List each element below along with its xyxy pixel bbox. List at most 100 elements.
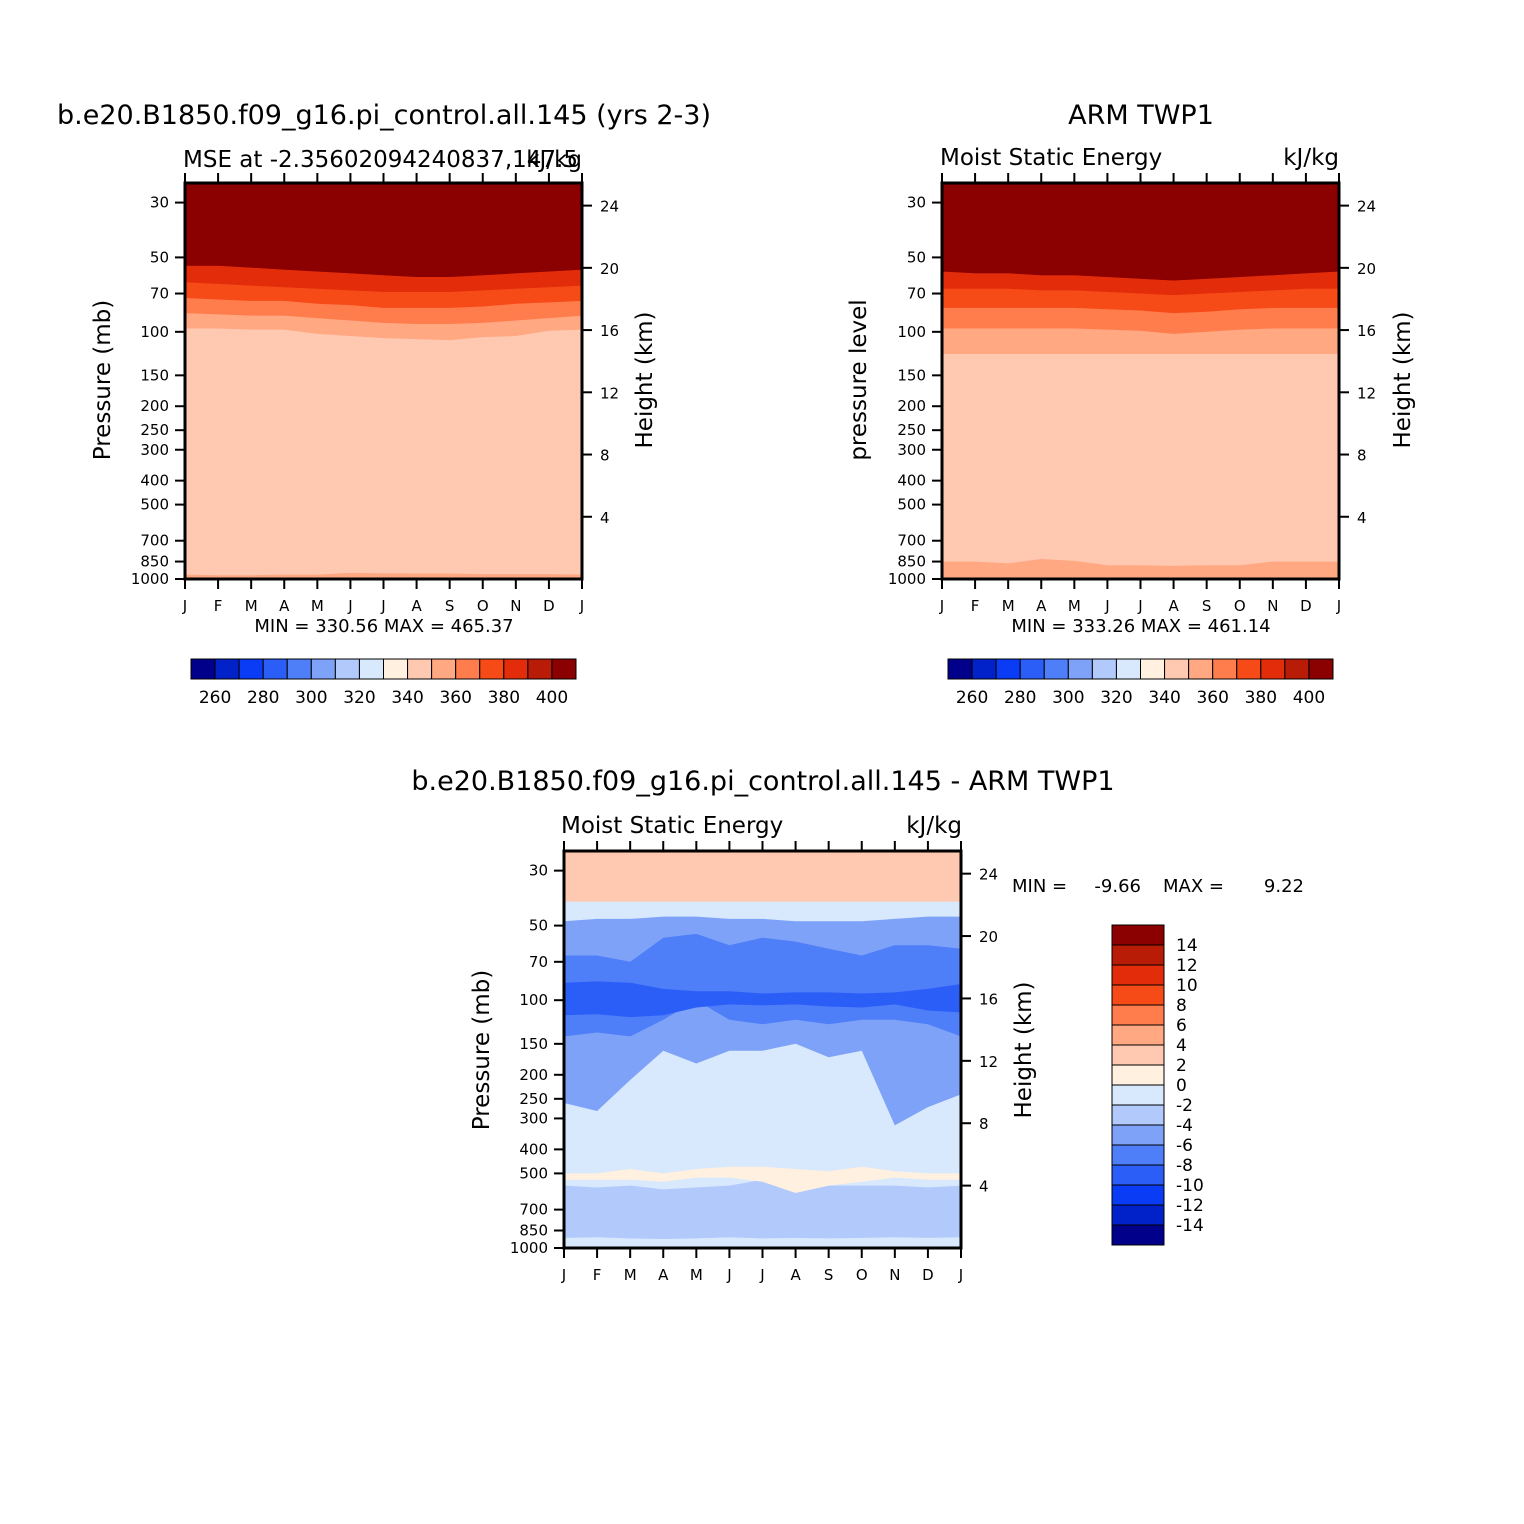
month-tick-label: M	[245, 597, 258, 615]
pressure-tick-label: 300	[519, 1109, 548, 1127]
colorbar-label: 10	[1176, 976, 1198, 996]
colorbar-swatch	[1284, 658, 1310, 680]
month-tick-label: J	[958, 1266, 963, 1284]
pressure-tick-label: 250	[519, 1090, 548, 1108]
pressure-tick-label: 70	[529, 953, 548, 971]
panel-diff-max-label: MAX =	[1163, 876, 1224, 897]
month-tick-label: J	[1336, 597, 1341, 615]
colorbar-swatch	[190, 658, 216, 680]
colorbar-label: -10	[1176, 1176, 1204, 1196]
month-tick-label: D	[1300, 597, 1312, 615]
colorbar-label: 400	[536, 688, 568, 708]
pressure-tick-label: 100	[140, 323, 169, 341]
contour-band-400	[942, 183, 1339, 281]
colorbar-label: 400	[1293, 688, 1325, 708]
colorbar-swatch	[1043, 658, 1069, 680]
colorbar-label: 6	[1176, 1016, 1187, 1036]
colorbar-label: 340	[1148, 688, 1180, 708]
colorbar-label: -4	[1176, 1116, 1193, 1136]
pressure-tick-label: 850	[519, 1222, 548, 1240]
pressure-tick-label: 100	[519, 991, 548, 1009]
colorbar-swatch	[1164, 658, 1190, 680]
month-tick-label: A	[658, 1266, 669, 1284]
colorbar-label: 300	[295, 688, 327, 708]
colorbar-swatch	[1115, 658, 1141, 680]
colorbar-swatch	[1111, 964, 1165, 986]
panel-diff-max-value: 9.22	[1264, 876, 1304, 897]
pressure-tick-label: 70	[150, 285, 169, 303]
contour-field	[564, 851, 961, 1248]
pressure-tick-label: 150	[897, 366, 926, 384]
panel-obs-left-string: Moist Static Energy	[940, 145, 1162, 171]
colorbar-swatch	[1111, 1104, 1165, 1126]
colorbar-swatch	[947, 658, 973, 680]
height-tick-label: 12	[600, 384, 619, 402]
height-tick-label: 4	[1357, 509, 1367, 527]
panel-model-ylabel: Pressure (mb)	[90, 300, 116, 460]
height-tick-label: 16	[1357, 322, 1376, 340]
height-tick-label: 12	[979, 1053, 998, 1071]
colorbar-label: 320	[1100, 688, 1132, 708]
pressure-tick-label: 50	[907, 248, 926, 266]
pressure-tick-label: 250	[140, 421, 169, 439]
colorbar-swatch	[1111, 1004, 1165, 1026]
contour-band-7	[564, 1166, 961, 1193]
colorbar-swatch	[1111, 984, 1165, 1006]
month-tick-label: J	[347, 597, 352, 615]
colorbar-swatch	[1111, 1084, 1165, 1106]
colorbar-label: -12	[1176, 1196, 1204, 1216]
panel-diff-y2label: Height (km)	[1011, 981, 1037, 1118]
height-tick-label: 24	[979, 866, 998, 884]
contour-field	[942, 183, 1339, 579]
month-tick-label: J	[759, 1266, 764, 1284]
colorbar-swatch	[238, 658, 264, 680]
panel-diff-left-string: Moist Static Energy	[561, 813, 783, 839]
contour-field	[185, 183, 582, 579]
colorbar-swatch	[1111, 944, 1165, 966]
height-tick-label: 20	[1357, 260, 1376, 278]
pressure-tick-label: 70	[907, 285, 926, 303]
colorbar-label: 280	[247, 688, 279, 708]
pressure-tick-label: 500	[140, 496, 169, 514]
contour-band-5	[564, 981, 961, 1018]
month-tick-label: F	[593, 1266, 602, 1284]
colorbar-swatch	[1111, 1124, 1165, 1146]
colorbar-label: 8	[1176, 996, 1187, 1016]
panel-obs-ylabel: pressure level	[846, 299, 872, 460]
colorbar-swatch	[1140, 658, 1166, 680]
month-tick-label: N	[1267, 597, 1278, 615]
pressure-tick-label: 1000	[510, 1239, 548, 1257]
height-tick-label: 20	[600, 260, 619, 278]
pressure-tick-label: 700	[519, 1201, 548, 1219]
height-tick-label: 8	[600, 447, 610, 465]
colorbar-swatch	[1111, 1064, 1165, 1086]
panel-model-stats: MIN = 330.56 MAX = 465.37	[254, 616, 513, 637]
pressure-tick-label: 700	[897, 532, 926, 550]
month-tick-label: A	[411, 597, 422, 615]
panel-model-y2label: Height (km)	[632, 311, 658, 448]
colorbar-swatch	[1212, 658, 1238, 680]
pressure-tick-label: 400	[140, 472, 169, 490]
colorbar-label: 4	[1176, 1036, 1187, 1056]
panel-diff-units: kJ/kg	[906, 813, 962, 839]
height-tick-label: 16	[600, 322, 619, 340]
panel-obs-units: kJ/kg	[1283, 145, 1339, 171]
panel-diff-min-value: -9.66	[1094, 876, 1141, 897]
colorbar-swatch	[1111, 1024, 1165, 1046]
panel-diff-ylabel: Pressure (mb)	[469, 970, 495, 1130]
colorbar-swatch	[1111, 1204, 1165, 1226]
pressure-tick-label: 300	[897, 441, 926, 459]
month-tick-label: D	[543, 597, 555, 615]
pressure-tick-label: 30	[529, 862, 548, 880]
month-tick-label: O	[1234, 597, 1246, 615]
pressure-tick-label: 200	[897, 397, 926, 415]
colorbar-swatch	[971, 658, 997, 680]
panel-obs-title: ARM TWP1	[1068, 100, 1214, 131]
panel-obs-y2label: Height (km)	[1390, 311, 1416, 448]
panel-obs-colorbar: 260 280 300 320 340 360 380 400	[947, 658, 1334, 708]
height-tick-label: 4	[600, 509, 610, 527]
colorbar-swatch	[383, 658, 409, 680]
